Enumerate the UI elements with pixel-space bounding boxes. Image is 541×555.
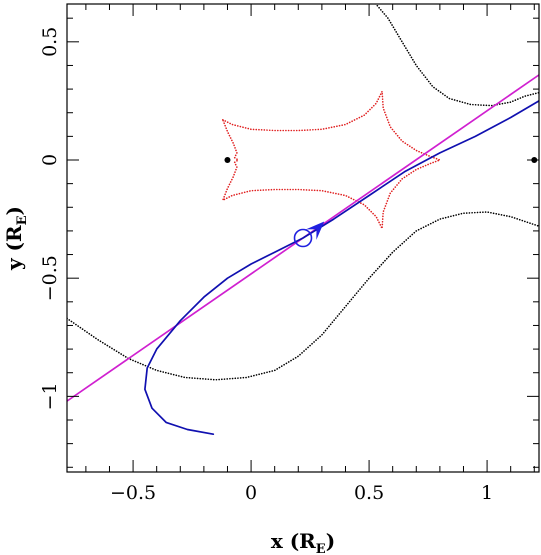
x-axis-label: x (RE) xyxy=(271,529,335,555)
model-trajectory-4 xyxy=(144,100,539,436)
caustic-2 xyxy=(222,90,441,230)
plot-frame xyxy=(66,3,540,473)
y-tick-label: −1 xyxy=(39,382,61,410)
y-tick-label: 0.5 xyxy=(39,27,61,57)
y-tick-label: 0 xyxy=(39,154,61,166)
source-circle xyxy=(293,228,313,248)
y-axis-label-close: ) xyxy=(2,206,26,215)
x-axis-label-close: ) xyxy=(326,529,335,553)
y-axis-label: y (RE) xyxy=(2,206,30,271)
tick-layer: −0.5 0 0.5 1 −1 −0.5 0 0.5 xyxy=(39,4,539,504)
y-tick-label: −0.5 xyxy=(39,255,61,301)
x-axis-label-sub: E xyxy=(316,542,326,555)
y-axis-label-sub: E xyxy=(15,215,30,225)
x-tick-label: 0 xyxy=(245,482,257,504)
direction-arrow xyxy=(305,221,325,240)
series-layer xyxy=(67,4,539,436)
x-tick-label: −0.5 xyxy=(110,482,156,504)
lens-point-0 xyxy=(224,157,231,163)
critical-curve-1 xyxy=(67,211,539,381)
critical-curve-0 xyxy=(374,4,539,107)
x-tick-label: 0.5 xyxy=(354,482,384,504)
x-tick-label: 1 xyxy=(481,482,493,504)
marker-layer xyxy=(224,157,538,248)
